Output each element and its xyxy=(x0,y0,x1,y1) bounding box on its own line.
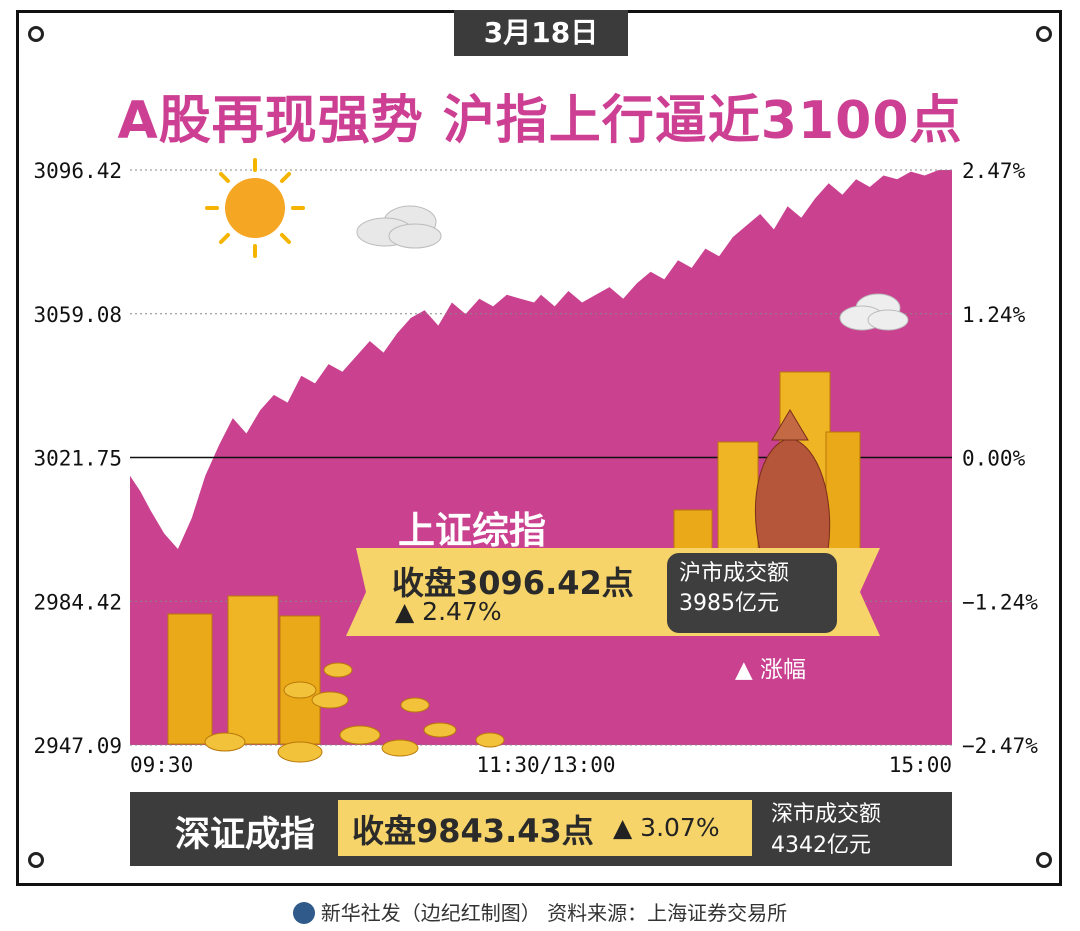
shanghai-change: ▲ 2.47% xyxy=(395,597,502,626)
scattered-coins-icon xyxy=(204,662,505,763)
y-tick-right: −1.24% xyxy=(962,590,1038,614)
sun-icon xyxy=(205,158,305,258)
coin-stack-icon xyxy=(167,595,321,745)
shenzhen-title: 深证成指 xyxy=(175,815,316,855)
x-tick: 09:30 xyxy=(130,753,193,777)
shenzhen-change: ▲ 3.07% xyxy=(613,813,720,842)
corner-hole xyxy=(28,26,44,42)
y-tick-right: 2.47% xyxy=(962,159,1026,183)
shenzhen-volume: 深市成交额 4342亿元 xyxy=(771,799,881,861)
shanghai-volume-label: 沪市成交额 xyxy=(679,561,790,586)
legend-change: ▲ 涨幅 xyxy=(735,657,806,683)
cloud-icon xyxy=(839,293,909,331)
x-tick: 11:30/13:00 xyxy=(476,753,615,777)
shanghai-volume-value: 3985亿元 xyxy=(679,591,779,616)
corner-hole xyxy=(28,852,44,868)
y-tick-left: 2984.42 xyxy=(33,590,122,614)
money-bag-icon xyxy=(754,409,831,551)
cloud-icon xyxy=(356,205,442,249)
y-tick-left: 3096.42 xyxy=(33,159,122,183)
footer-text: 新华社发（边纪红制图） 资料来源：上海证券交易所 xyxy=(320,901,788,925)
date-tab: 3月18日 xyxy=(454,10,628,56)
y-tick-right: 0.00% xyxy=(962,447,1026,471)
y-tick-left: 3059.08 xyxy=(33,303,122,327)
y-tick-right: 1.24% xyxy=(962,303,1026,327)
y-tick-left: 3021.75 xyxy=(33,447,122,471)
shenzhen-volume-label: 深市成交额 xyxy=(771,802,882,827)
x-tick: 15:00 xyxy=(889,753,952,777)
corner-hole xyxy=(1036,26,1052,42)
shanghai-volume-box: 沪市成交额 3985亿元 xyxy=(667,553,837,633)
y-tick-left: 2947.09 xyxy=(33,734,122,758)
xinhua-logo-icon xyxy=(292,902,315,924)
shenzhen-box xyxy=(338,800,752,856)
y-tick-right: −2.47% xyxy=(962,734,1038,758)
shanghai-title: 上证综指 xyxy=(398,509,546,552)
shenzhen-volume-value: 4342亿元 xyxy=(771,833,871,858)
headline: A股再现强势 沪指上行逼近3100点 xyxy=(117,91,963,151)
shanghai-close: 收盘3096.42点 xyxy=(392,564,634,602)
corner-hole xyxy=(1036,852,1052,868)
shenzhen-close: 收盘9843.43点 xyxy=(352,812,594,850)
footer: 新华社发（边纪红制图） 资料来源：上海证券交易所 xyxy=(0,897,1080,926)
